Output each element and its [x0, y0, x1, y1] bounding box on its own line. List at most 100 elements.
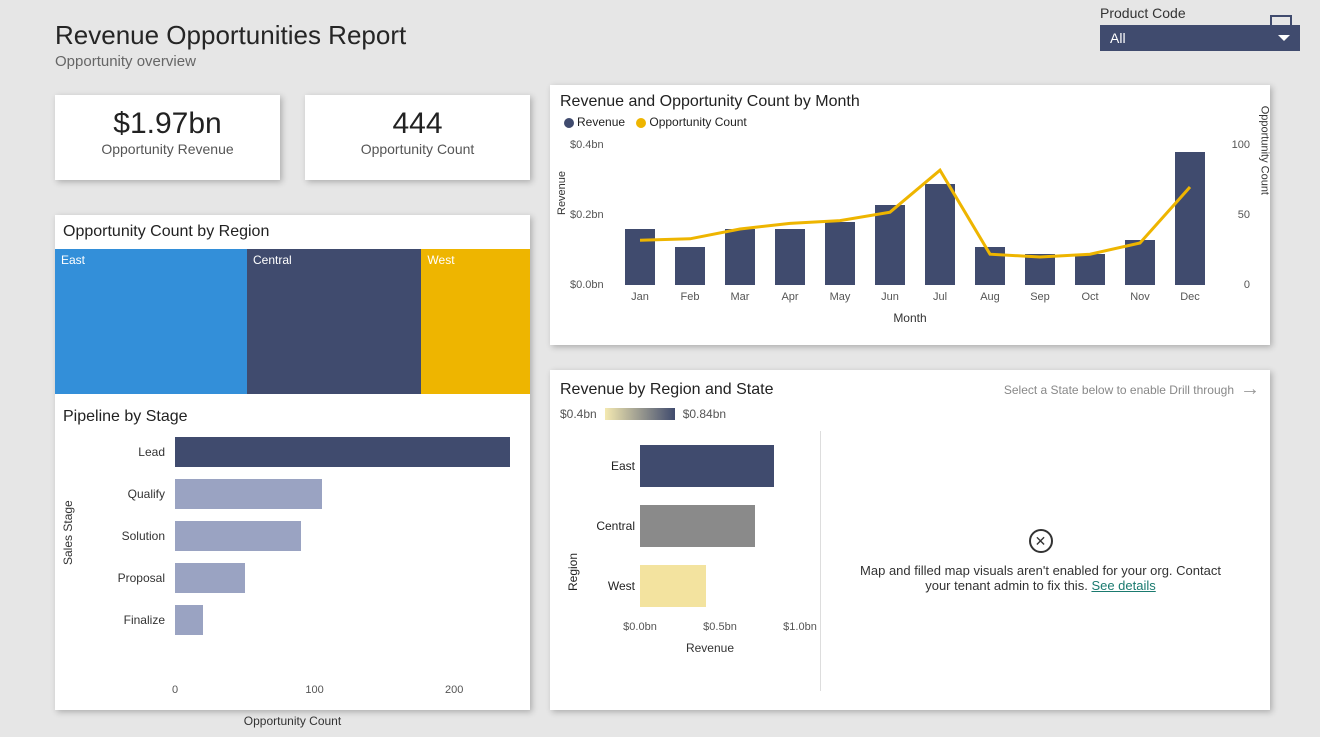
chevron-down-icon [1278, 35, 1290, 41]
pipeline-label: Lead [105, 445, 165, 459]
treemap-cell-west[interactable]: West [421, 249, 530, 394]
kpi-revenue-label: Opportunity Revenue [55, 141, 280, 157]
region-tick: $0.5bn [703, 621, 737, 633]
region-row-west[interactable]: West [640, 561, 820, 611]
combo-xtick: Aug [980, 291, 1000, 303]
slicer-dropdown[interactable]: All [1100, 25, 1300, 51]
error-x-icon: ✕ [1029, 529, 1053, 553]
legend-dot [564, 118, 574, 128]
map-error-panel: ✕ Map and filled map visuals aren't enab… [820, 431, 1260, 691]
combo-legend: Revenue Opportunity Count [564, 115, 1260, 129]
region-xlabel: Revenue [600, 641, 820, 655]
combo-plot-area: $0.0bn$0.2bn$0.4bn050100JanFebMarAprMayJ… [615, 145, 1215, 285]
pipeline-row-proposal[interactable]: Proposal [175, 560, 510, 596]
arrow-right-icon[interactable]: → [1240, 378, 1260, 401]
region-row-central[interactable]: Central [640, 501, 820, 551]
combo-title: Revenue and Opportunity Count by Month [560, 93, 1260, 111]
pipeline-row-finalize[interactable]: Finalize [175, 602, 510, 638]
region-ylabel: Region [566, 553, 580, 591]
combo-ytick-left: $0.2bn [570, 209, 604, 221]
pipeline-bar [175, 605, 203, 635]
pipeline-row-solution[interactable]: Solution [175, 518, 510, 554]
report-header: Revenue Opportunities Report Opportunity… [55, 20, 406, 70]
drill-through-hint: Select a State below to enable Drill thr… [1004, 378, 1260, 401]
pipeline-label: Proposal [105, 571, 165, 585]
slicer-value: All [1110, 30, 1126, 46]
kpi-revenue-value: $1.97bn [55, 107, 280, 141]
product-code-slicer: Product Code All [1100, 5, 1300, 51]
kpi-count-card[interactable]: 444 Opportunity Count [305, 95, 530, 180]
kpi-count-label: Opportunity Count [305, 141, 530, 157]
combo-ylabel-left: Revenue [556, 171, 568, 215]
region-title: Revenue by Region and State [560, 381, 773, 399]
pipeline-tick: 100 [305, 684, 323, 696]
pipeline-bar [175, 521, 301, 551]
grad-max: $0.84bn [683, 407, 726, 421]
region-label: Central [585, 519, 635, 533]
region-revenue-card[interactable]: Revenue by Region and State Select a Sta… [550, 370, 1270, 710]
region-tick: $1.0bn [783, 621, 817, 633]
combo-ytick-right: 100 [1232, 139, 1250, 151]
combo-ytick-left: $0.0bn [570, 279, 604, 291]
combo-ytick-right: 0 [1244, 279, 1250, 291]
combo-xtick: May [830, 291, 851, 303]
pipeline-tick: 0 [172, 684, 178, 696]
grad-min: $0.4bn [560, 407, 597, 421]
kpi-count-value: 444 [305, 107, 530, 141]
region-row-east[interactable]: East [640, 441, 820, 491]
pipeline-label: Solution [105, 529, 165, 543]
combo-ylabel-right: Opportunity Count [1258, 106, 1270, 195]
report-subtitle: Opportunity overview [55, 53, 406, 70]
pipeline-label: Qualify [105, 487, 165, 501]
report-title: Revenue Opportunities Report [55, 20, 406, 51]
combo-xtick: Nov [1130, 291, 1150, 303]
pipeline-title: Pipeline by Stage [55, 394, 530, 434]
combo-xtick: Jul [933, 291, 947, 303]
legend-dot [636, 118, 646, 128]
region-bar [640, 565, 706, 607]
region-bar-chart[interactable]: Region East Central West $0.0bn $0.5bn $1.0b… [560, 431, 820, 691]
region-label: West [585, 579, 635, 593]
legend-label: Revenue [577, 115, 628, 129]
pipeline-x-axis: 0 100 200 [175, 684, 510, 714]
combo-xtick: Sep [1030, 291, 1050, 303]
map-error-msg: Map and filled map visuals aren't enable… [860, 563, 1221, 593]
pipeline-label: Finalize [105, 613, 165, 627]
gradient-bar [605, 408, 675, 420]
combo-ytick-left: $0.4bn [570, 139, 604, 151]
combo-xtick: Apr [781, 291, 798, 303]
combo-ytick-right: 50 [1238, 209, 1250, 221]
slicer-label: Product Code [1100, 5, 1300, 21]
pipeline-row-qualify[interactable]: Qualify [175, 476, 510, 512]
drill-hint-text: Select a State below to enable Drill thr… [1004, 383, 1234, 397]
kpi-revenue-card[interactable]: $1.97bn Opportunity Revenue [55, 95, 280, 180]
region-label: East [585, 459, 635, 473]
combo-xtick: Feb [681, 291, 700, 303]
treemap-chart[interactable]: EastCentralWest [55, 249, 530, 394]
combo-xtick: Dec [1180, 291, 1200, 303]
pipeline-bar [175, 479, 322, 509]
pipeline-row-lead[interactable]: Lead [175, 434, 510, 470]
treemap-cell-east[interactable]: East [55, 249, 247, 394]
pipeline-bar [175, 437, 510, 467]
pipeline-chart[interactable]: Lead Qualify Solution Proposal Finalize [55, 434, 530, 684]
combo-xtick: Jan [631, 291, 649, 303]
combo-line [615, 145, 1215, 285]
see-details-link[interactable]: See details [1091, 578, 1155, 593]
region-bar [640, 445, 774, 487]
region-x-axis: $0.0bn$0.5bn$1.0bn [640, 621, 820, 641]
pipeline-bar [175, 563, 245, 593]
pipeline-tick: 200 [445, 684, 463, 696]
pipeline-xlabel: Opportunity Count [55, 714, 530, 728]
region-bar [640, 505, 755, 547]
map-error-text: Map and filled map visuals aren't enable… [851, 563, 1230, 593]
treemap-title: Opportunity Count by Region [55, 223, 530, 249]
treemap-cell-central[interactable]: Central [247, 249, 421, 394]
combo-xtick: Oct [1081, 291, 1098, 303]
region-tick: $0.0bn [623, 621, 657, 633]
combo-xtick: Mar [731, 291, 750, 303]
month-combo-card[interactable]: Revenue and Opportunity Count by Month R… [550, 85, 1270, 345]
legend-label: Opportunity Count [649, 115, 746, 129]
left-panel: Opportunity Count by Region EastCentralW… [55, 215, 530, 710]
combo-xtick: Jun [881, 291, 899, 303]
